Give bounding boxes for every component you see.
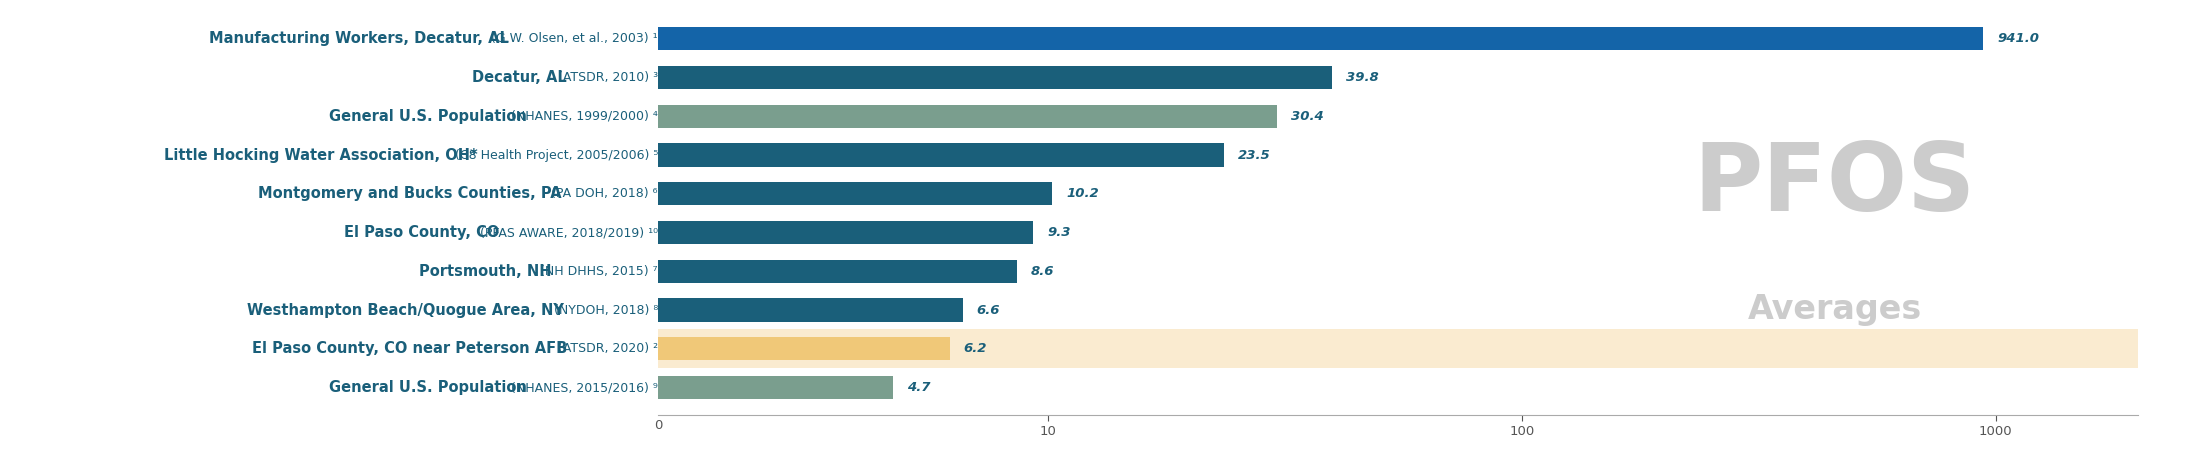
Text: 4.7: 4.7	[906, 381, 930, 394]
Bar	[0, 337, 950, 361]
Bar	[0, 66, 1333, 89]
Text: Manufacturing Workers, Decatur, AL: Manufacturing Workers, Decatur, AL	[208, 31, 509, 46]
Text: General U.S. Population: General U.S. Population	[329, 109, 526, 124]
Text: 8.6: 8.6	[1031, 265, 1055, 278]
Text: 941.0: 941.0	[1998, 32, 2039, 45]
Bar	[0, 27, 1982, 50]
Text: General U.S. Population: General U.S. Population	[329, 380, 526, 395]
Text: (C8 Health Project, 2005/2006) ⁵: (C8 Health Project, 2005/2006) ⁵	[450, 149, 658, 162]
Bar	[0, 298, 963, 322]
Text: 6.2: 6.2	[963, 343, 987, 356]
Text: 6.6: 6.6	[976, 303, 1000, 316]
Bar	[0, 376, 893, 399]
Text: Montgomery and Bucks Counties, PA: Montgomery and Bucks Counties, PA	[259, 186, 561, 201]
Text: (PFAS AWARE, 2018/2019) ¹⁰: (PFAS AWARE, 2018/2019) ¹⁰	[476, 226, 658, 239]
Text: 9.3: 9.3	[1048, 226, 1070, 239]
Text: 10.2: 10.2	[1066, 187, 1099, 200]
Text: 30.4: 30.4	[1292, 110, 1325, 123]
Text: Westhampton Beach/Quogue Area, NY: Westhampton Beach/Quogue Area, NY	[246, 302, 564, 318]
Text: (NHANES, 2015/2016) ⁹: (NHANES, 2015/2016) ⁹	[507, 381, 658, 394]
Text: 0: 0	[654, 419, 662, 432]
Bar	[658, 329, 2138, 368]
Text: (PA DOH, 2018) ⁶: (PA DOH, 2018) ⁶	[548, 187, 658, 200]
Text: (G.W. Olsen, et al., 2003) ¹: (G.W. Olsen, et al., 2003) ¹	[487, 32, 658, 45]
Text: (ATSDR, 2020) ²: (ATSDR, 2020) ²	[555, 343, 658, 356]
Text: (NHANES, 1999/2000) ⁴: (NHANES, 1999/2000) ⁴	[507, 110, 658, 123]
Text: 23.5: 23.5	[1237, 149, 1270, 162]
Bar	[0, 144, 1224, 167]
Bar	[0, 221, 1033, 244]
Text: PFOS: PFOS	[1693, 139, 1976, 231]
Text: Decatur, AL: Decatur, AL	[471, 70, 568, 85]
Text: El Paso County, CO near Peterson AFB: El Paso County, CO near Peterson AFB	[252, 342, 568, 356]
Text: (ATSDR, 2010) ³: (ATSDR, 2010) ³	[555, 71, 658, 84]
Text: Averages: Averages	[1748, 294, 1921, 327]
Text: 39.8: 39.8	[1347, 71, 1379, 84]
Bar	[0, 105, 1276, 128]
Text: El Paso County, CO: El Paso County, CO	[344, 225, 500, 240]
Text: Little Hocking Water Association, OH*: Little Hocking Water Association, OH*	[164, 148, 478, 163]
Bar	[0, 260, 1018, 283]
Text: (NYDOH, 2018) ⁸: (NYDOH, 2018) ⁸	[550, 303, 658, 316]
Bar	[0, 182, 1053, 206]
Text: (NH DHHS, 2015) ⁷: (NH DHHS, 2015) ⁷	[537, 265, 658, 278]
Text: Portsmouth, NH: Portsmouth, NH	[419, 264, 553, 279]
